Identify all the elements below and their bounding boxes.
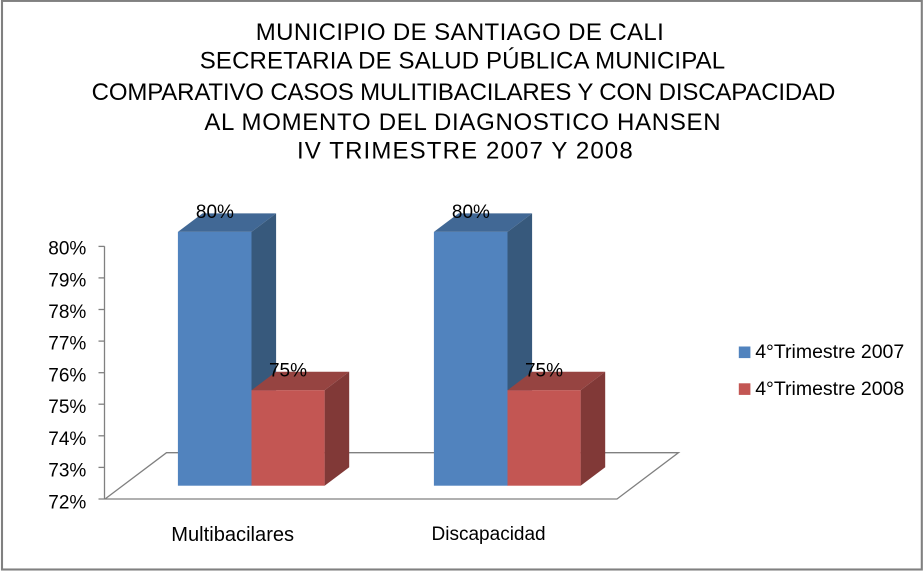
- svg-text:75%: 75%: [48, 397, 86, 418]
- svg-text:80%: 80%: [196, 202, 234, 223]
- svg-text:COMPARATIVO CASOS MULITIBACILA: COMPARATIVO CASOS MULITIBACILARES Y CON …: [92, 79, 835, 106]
- svg-text:80%: 80%: [48, 239, 86, 260]
- svg-text:77%: 77%: [48, 334, 86, 355]
- svg-text:74%: 74%: [48, 429, 86, 450]
- svg-text:AL MOMENTO DEL DIAGNOSTICO HAN: AL MOMENTO DEL DIAGNOSTICO HANSEN: [204, 109, 721, 136]
- svg-text:79%: 79%: [48, 270, 86, 291]
- svg-text:75%: 75%: [269, 361, 307, 382]
- svg-text:75%: 75%: [525, 361, 563, 382]
- svg-text:SECRETARIA DE SALUD PÚBLICA MU: SECRETARIA DE SALUD PÚBLICA MUNICIPAL: [200, 47, 725, 74]
- svg-text:4°Trimestre 2008: 4°Trimestre 2008: [755, 378, 904, 400]
- svg-text:80%: 80%: [452, 202, 490, 223]
- svg-text:Discapacidad: Discapacidad: [432, 524, 546, 545]
- svg-text:72%: 72%: [48, 492, 86, 513]
- svg-text:78%: 78%: [48, 302, 86, 323]
- svg-text:76%: 76%: [48, 365, 86, 386]
- svg-text:73%: 73%: [48, 461, 86, 482]
- svg-text:4°Trimestre 2007: 4°Trimestre 2007: [755, 341, 904, 363]
- svg-text:IV TRIMESTRE 2007 Y 2008: IV TRIMESTRE 2007 Y 2008: [297, 138, 634, 165]
- svg-text:MUNICIPIO DE SANTIAGO DE CALI: MUNICIPIO DE SANTIAGO DE CALI: [256, 19, 664, 46]
- svg-text:Multibacilares: Multibacilares: [171, 524, 294, 546]
